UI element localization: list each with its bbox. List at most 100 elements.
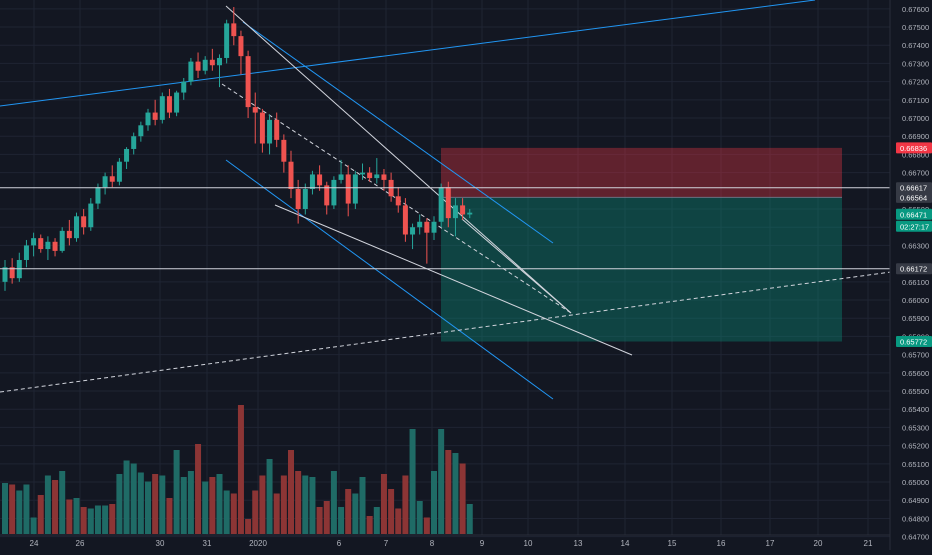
candle-body (424, 221, 430, 233)
price-badge-label: 0.66617 (900, 184, 927, 193)
time-tick-label: 20 (814, 539, 823, 548)
price-tick-label: 0.67400 (902, 41, 929, 50)
candle-body (410, 227, 416, 235)
volume-bars (2, 405, 473, 534)
price-badge (896, 208, 932, 220)
volume-bar (180, 477, 187, 534)
volume-bar (216, 474, 223, 534)
price-badge-label: 0.66172 (900, 265, 927, 274)
candle-body (217, 57, 222, 66)
volume-bar (59, 471, 66, 534)
volume-bar (252, 490, 259, 534)
trend-drawings[interactable] (0, 0, 892, 400)
volume-bar (316, 507, 323, 534)
time-tick-label: 6 (337, 539, 342, 548)
volume-bar (288, 450, 294, 534)
horizontal-levels[interactable] (0, 187, 890, 270)
volume-bar (73, 498, 80, 534)
volume-bar (266, 459, 273, 534)
volume-bar (187, 471, 194, 534)
time-tick-label: 8 (430, 539, 435, 548)
candle-body (231, 23, 237, 37)
volume-bar (380, 474, 387, 534)
volume-bar (30, 517, 37, 534)
volume-bar (159, 475, 166, 534)
candle-body (374, 174, 380, 179)
price-tick-label: 0.66100 (902, 278, 929, 287)
candle-body (267, 119, 273, 144)
volume-bar (438, 429, 445, 534)
price-tick-label: 0.66900 (902, 132, 929, 141)
candle-body (360, 172, 365, 175)
price-tick-label: 0.65100 (902, 460, 929, 469)
time-axis[interactable]: 24 26 30 31 2020 6 7 8 9 10 13 14 15 16 17 20 21 (0, 534, 890, 548)
time-tick-label: 9 (480, 539, 485, 548)
candle-body (288, 161, 294, 190)
volume-bar (116, 474, 123, 534)
time-tick-label: 31 (203, 539, 212, 548)
candle-body (202, 59, 208, 71)
candle-body (23, 245, 29, 260)
price-badge-label: 0.66564 (900, 193, 927, 202)
price-badge-label: 0.66471 (900, 210, 927, 219)
position-tool[interactable] (441, 147, 842, 342)
long-dashed-support-line (0, 271, 892, 393)
volume-bar (87, 508, 94, 534)
candle-body (95, 187, 101, 204)
price-badge (896, 142, 932, 154)
candle-body (88, 203, 94, 228)
take-profit-zone (441, 197, 842, 342)
volume-bar (466, 504, 473, 534)
candle-body (159, 96, 165, 120)
candle-body (402, 205, 408, 235)
candle-body (345, 174, 351, 204)
volume-bar (423, 517, 430, 534)
candle-body (431, 221, 437, 233)
volume-bar (130, 463, 137, 534)
time-tick-label: 13 (574, 539, 583, 548)
volume-bar (80, 507, 87, 534)
volume-bar (195, 444, 202, 534)
volume-bar (452, 453, 459, 534)
candle-body (38, 238, 44, 250)
volume-bar (388, 489, 395, 534)
price-tick-label: 0.64700 (902, 533, 929, 542)
volume-bar (9, 484, 16, 534)
candle-body (445, 187, 451, 219)
price-badge-label: 02:27:17 (900, 222, 929, 231)
candle-body (259, 112, 265, 144)
price-badge (896, 191, 932, 203)
channel-lower-line (225, 159, 554, 400)
price-tick-label: 0.67200 (902, 78, 929, 87)
volume-bar (338, 507, 345, 534)
price-tick-label: 0.66800 (902, 150, 929, 159)
candle-body (460, 205, 466, 215)
candle-body (381, 174, 387, 180)
candle-body (352, 174, 358, 204)
time-tick-label: 24 (30, 539, 39, 548)
volume-bar (202, 481, 209, 534)
price-tick-label: 0.66300 (902, 241, 929, 250)
candle-body (209, 59, 215, 66)
wedge-upper-line (225, 5, 572, 314)
time-tick-label: 2020 (249, 539, 267, 548)
volume-bar (402, 475, 409, 534)
candle-body (102, 176, 108, 188)
volume-bar (259, 475, 266, 534)
price-tick-label: 0.67300 (902, 59, 929, 68)
candle-body (52, 241, 58, 251)
volume-bar (209, 477, 216, 534)
price-badge (896, 263, 932, 275)
candle-body (131, 136, 137, 149)
candle-body (195, 61, 201, 71)
candle-body (367, 172, 373, 179)
candle-body (309, 174, 315, 190)
volume-bar (459, 463, 466, 534)
volume-bar (359, 477, 366, 534)
price-tick-label: 0.65500 (902, 387, 929, 396)
volume-bar (166, 498, 173, 534)
volume-bar (237, 405, 244, 534)
